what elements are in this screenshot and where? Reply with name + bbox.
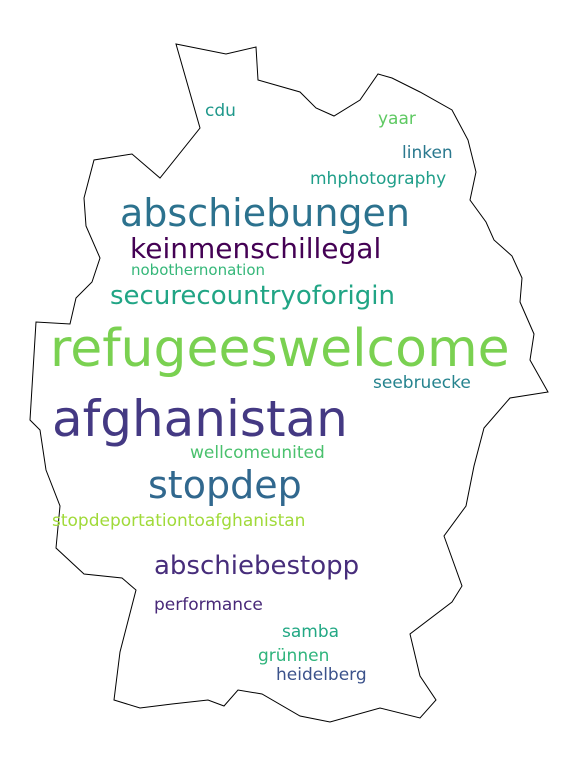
cloud-word: stopdep xyxy=(148,463,302,507)
cloud-word: abschiebestopp xyxy=(154,551,359,581)
cloud-word: performance xyxy=(154,595,263,615)
cloud-word: seebruecke xyxy=(373,373,471,393)
cloud-word: grünnen xyxy=(258,646,329,666)
cloud-word: linken xyxy=(402,143,453,163)
cloud-word: keinmenschillegal xyxy=(130,232,381,265)
germany-outline xyxy=(29,43,549,723)
cloud-word: afghanistan xyxy=(52,390,348,448)
cloud-word: heidelberg xyxy=(276,665,367,685)
cloud-word: mhphotography xyxy=(310,169,446,189)
cloud-word: securecountryoforigin xyxy=(110,281,395,311)
cloud-word: samba xyxy=(282,622,339,642)
cloud-word: nobothernonation xyxy=(131,261,265,279)
cloud-word: cdu xyxy=(205,101,236,121)
cloud-word: stopdeportationtoafghanistan xyxy=(52,511,305,531)
cloud-word: yaar xyxy=(378,109,416,129)
cloud-word: refugeeswelcome xyxy=(50,319,510,379)
cloud-word: wellcomeunited xyxy=(190,443,325,463)
cloud-word: abschiebungen xyxy=(120,191,410,235)
